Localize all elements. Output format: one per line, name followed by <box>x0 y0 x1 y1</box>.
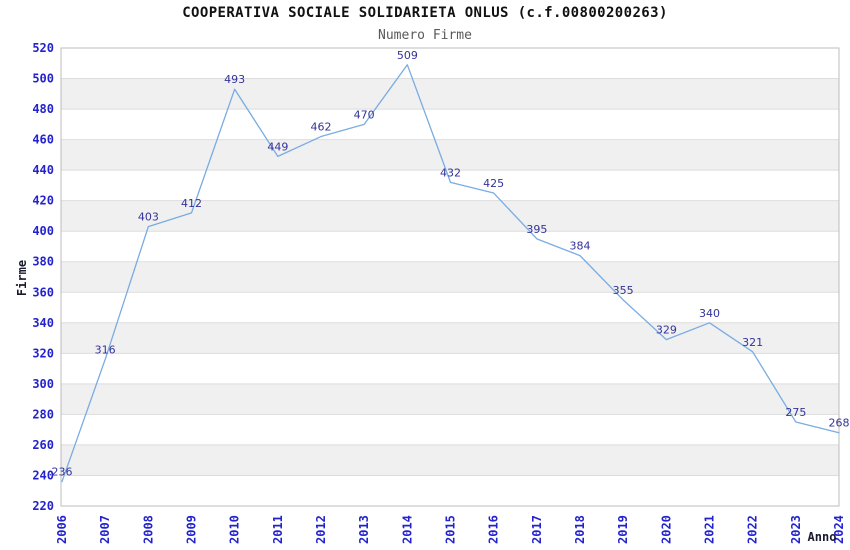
y-tick-label: 480 <box>32 102 54 116</box>
y-tick-label: 240 <box>32 468 54 482</box>
y-tick-label: 360 <box>32 285 54 299</box>
data-label: 395 <box>526 223 547 236</box>
band-row <box>61 200 839 232</box>
data-label: 355 <box>613 284 634 297</box>
x-tick-label: 2009 <box>185 515 199 544</box>
data-label: 432 <box>440 166 461 179</box>
y-tick-label: 220 <box>32 499 54 513</box>
x-axis-title: Anno <box>808 530 837 544</box>
chart-title: COOPERATIVA SOCIALE SOLIDARIETA ONLUS (c… <box>182 5 668 21</box>
x-tick-label: 2015 <box>444 515 458 544</box>
y-axis-tick-labels: 220 240 260 280 300 320 340 360 380 400 420 440 460 4… <box>32 41 54 513</box>
band-row <box>61 383 839 415</box>
data-label: 384 <box>570 240 591 253</box>
data-label: 321 <box>742 336 763 349</box>
x-tick-label: 2021 <box>703 515 717 544</box>
y-tick-label: 400 <box>32 224 54 238</box>
data-label: 449 <box>267 140 288 153</box>
chart-subtitle: Numero Firme <box>378 28 472 43</box>
y-tick-label: 320 <box>32 346 54 360</box>
band-row <box>61 139 839 171</box>
y-tick-label: 280 <box>32 407 54 421</box>
data-label: 329 <box>656 324 677 337</box>
x-axis-tick-labels: 2006 2007 2008 2009 2010 2011 2012 2013 2014 2015… <box>55 515 846 544</box>
data-label: 236 <box>52 466 73 479</box>
x-tick-label: 2014 <box>400 515 414 544</box>
band-row <box>61 322 839 354</box>
y-tick-label: 300 <box>32 377 54 391</box>
x-tick-label: 2013 <box>357 515 371 544</box>
x-tick-label: 2007 <box>98 515 112 544</box>
data-label: 403 <box>138 211 159 224</box>
y-tick-label: 380 <box>32 255 54 269</box>
y-tick-label: 440 <box>32 163 54 177</box>
y-tick-label: 420 <box>32 194 54 208</box>
y-tick-label: 460 <box>32 133 54 147</box>
x-tick-label: 2020 <box>659 515 673 544</box>
y-tick-label: 500 <box>32 72 54 86</box>
x-tick-label: 2023 <box>789 515 803 544</box>
data-label: 268 <box>829 417 850 430</box>
x-tick-label: 2008 <box>141 515 155 544</box>
data-label: 470 <box>354 108 375 121</box>
y-tick-label: 260 <box>32 438 54 452</box>
data-labels: 236 316 403 412 493 449 462 470 509 432 425 395 384 3… <box>52 49 850 479</box>
band-row <box>61 78 839 110</box>
y-tick-label: 340 <box>32 316 54 330</box>
band-row <box>61 444 839 476</box>
data-label: 425 <box>483 177 504 190</box>
x-tick-label: 2019 <box>616 515 630 544</box>
y-axis-title: Firme <box>15 260 29 296</box>
x-tick-label: 2024 <box>832 515 846 544</box>
plot-bands <box>61 78 839 476</box>
x-tick-label: 2006 <box>55 515 69 544</box>
band-row <box>61 261 839 293</box>
x-tick-label: 2012 <box>314 515 328 544</box>
x-tick-label: 2022 <box>746 515 760 544</box>
data-label: 275 <box>785 406 806 419</box>
y-tick-label: 520 <box>32 41 54 55</box>
x-tick-label: 2017 <box>530 515 544 544</box>
x-tick-label: 2018 <box>573 515 587 544</box>
x-tick-label: 2010 <box>228 515 242 544</box>
data-label: 316 <box>95 343 116 356</box>
x-tick-label: 2016 <box>487 515 501 544</box>
data-label: 509 <box>397 49 418 62</box>
data-label: 462 <box>311 121 332 134</box>
plot-border <box>60 47 840 507</box>
series-line <box>61 64 840 483</box>
data-label: 412 <box>181 197 202 210</box>
x-tick-label: 2011 <box>271 515 285 544</box>
data-label: 493 <box>224 73 245 86</box>
data-label: 340 <box>699 307 720 320</box>
